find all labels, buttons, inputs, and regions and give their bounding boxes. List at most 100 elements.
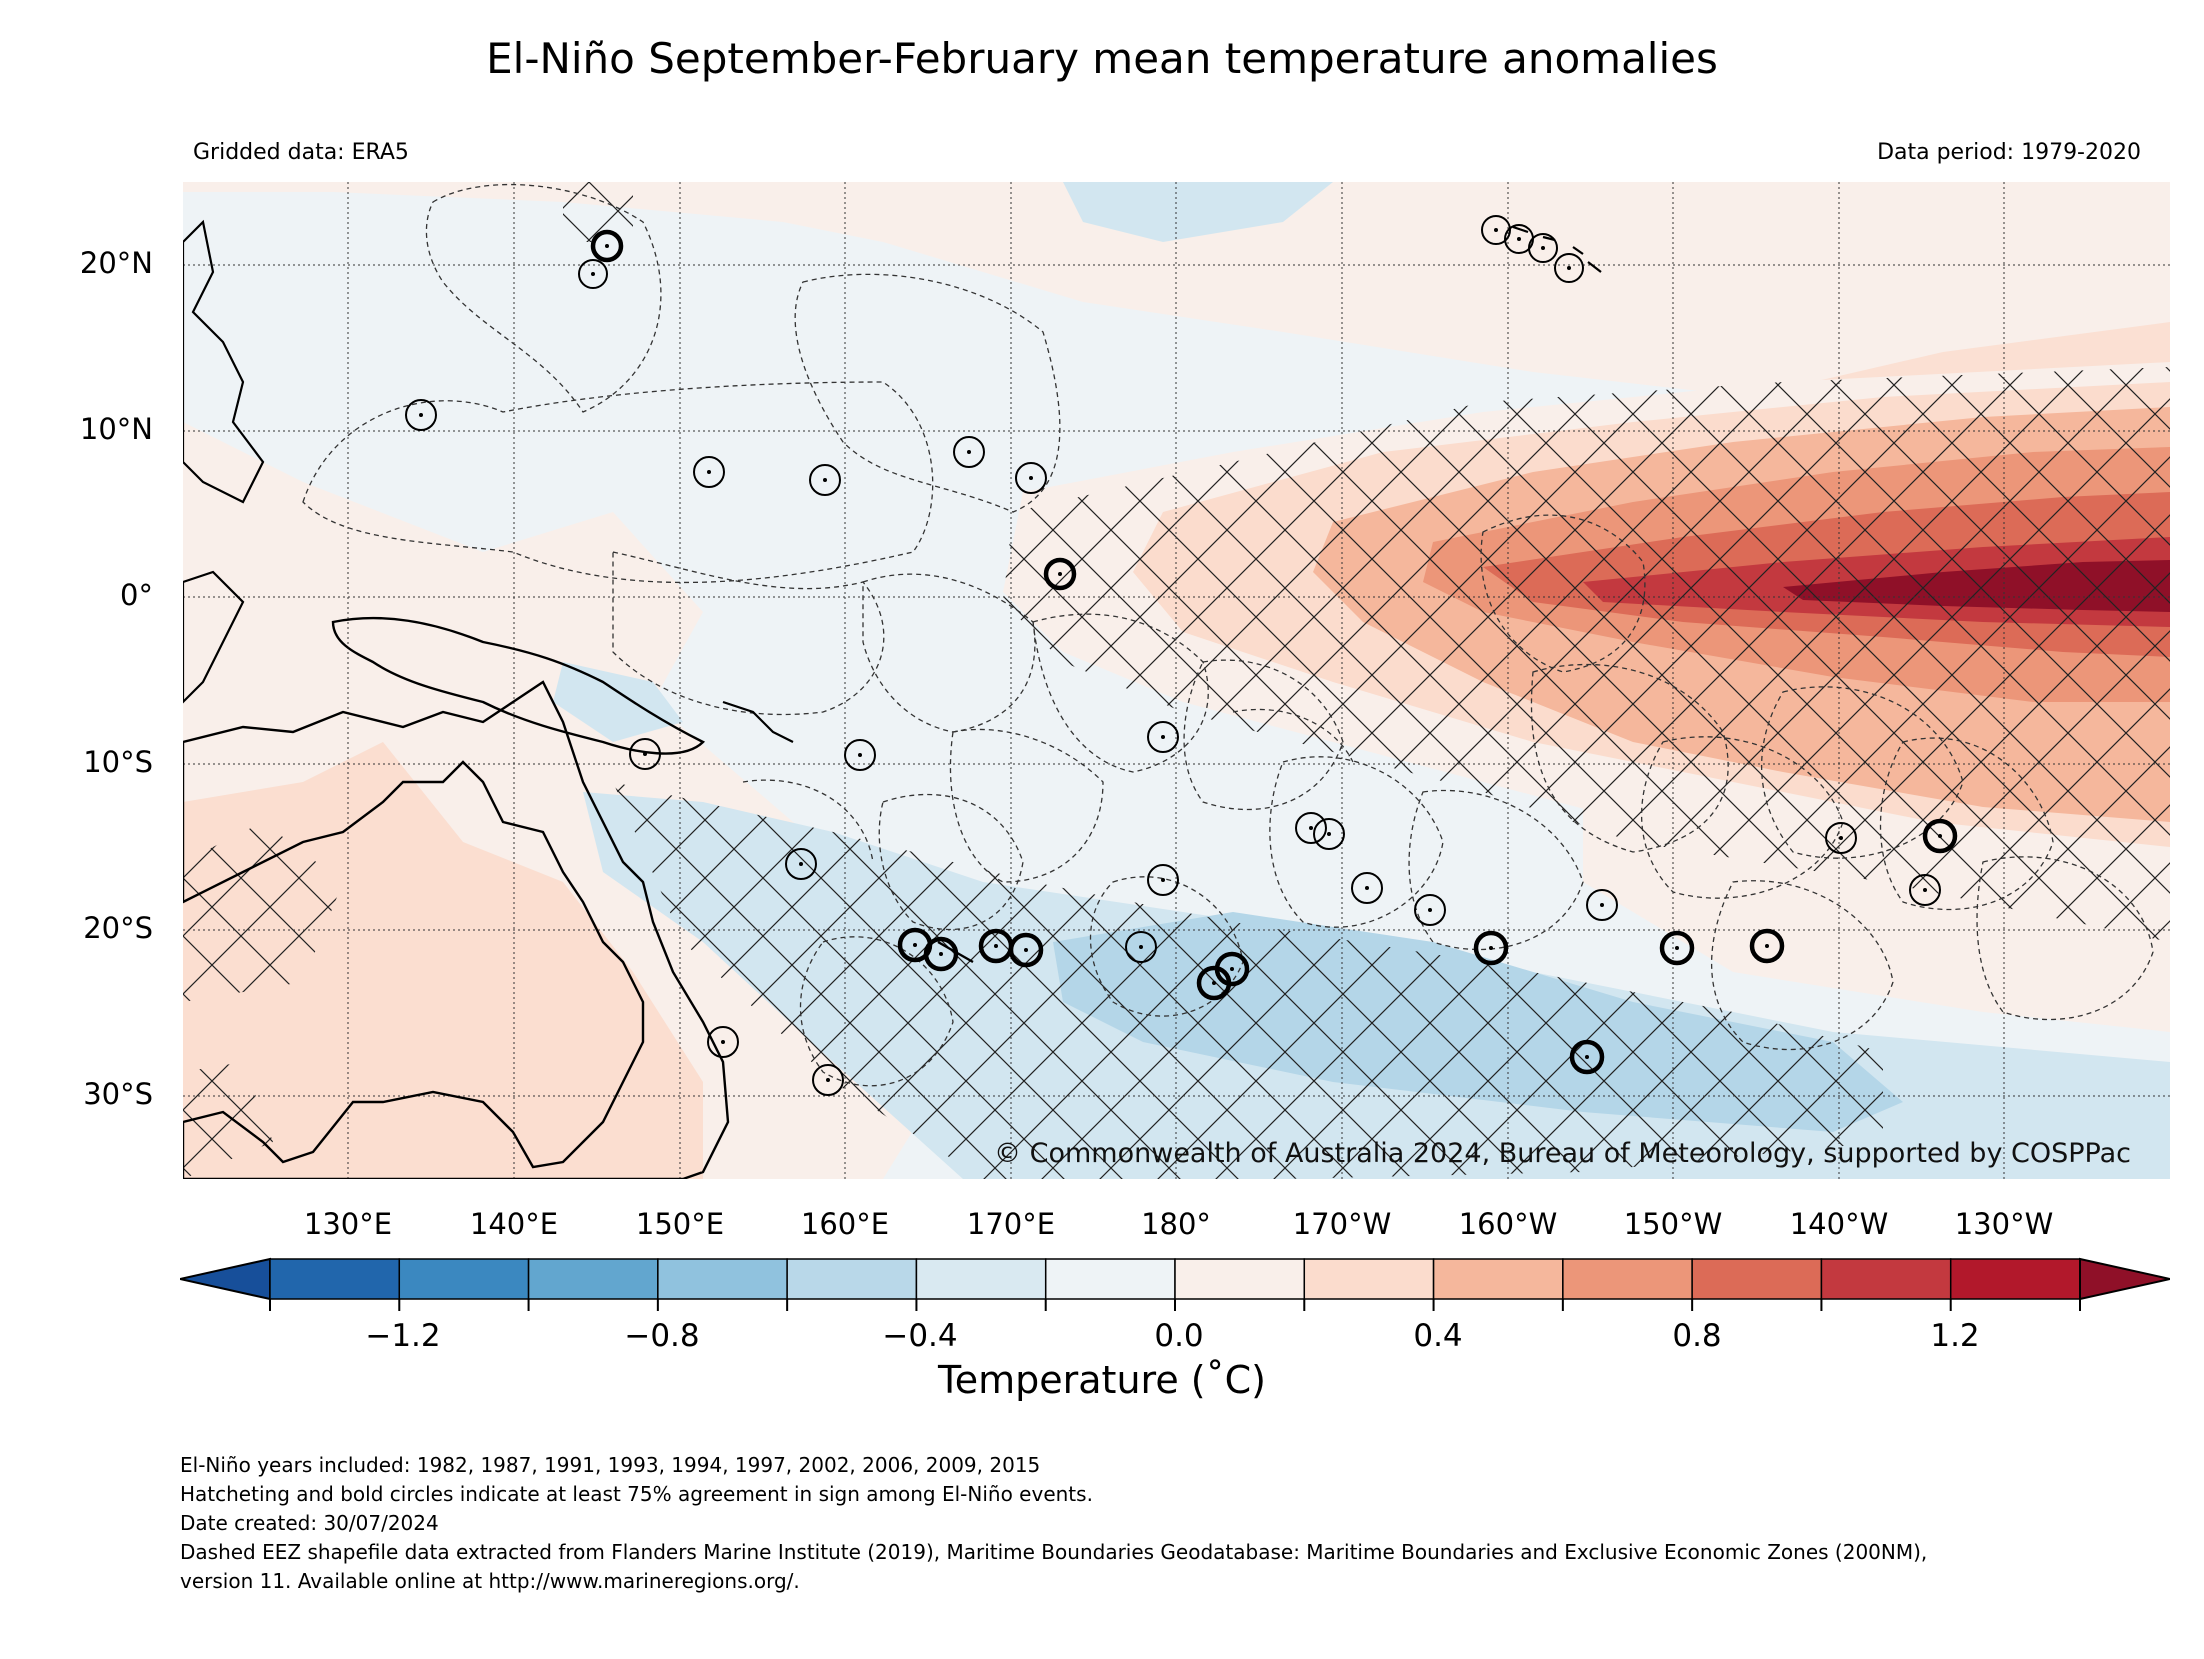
- island-circle: [1586, 889, 1618, 921]
- island-circle: [629, 738, 661, 770]
- note-years: El-Niño years included: 1982, 1987, 1991…: [180, 1453, 1041, 1477]
- island-circle: [578, 259, 608, 289]
- island-dot: [1600, 903, 1604, 907]
- island-circle: [693, 456, 725, 488]
- note-date: Date created: 30/07/2024: [180, 1511, 439, 1535]
- graticule: [183, 182, 2170, 1179]
- gridded-data-label: Gridded data: ERA5: [193, 140, 409, 165]
- lon-label-140w: 140°W: [1789, 1207, 1889, 1241]
- anomaly-north-cool-patch: [1063, 182, 1333, 242]
- island-dot: [1923, 888, 1927, 892]
- lon-label-160e: 160°E: [800, 1207, 890, 1241]
- island-dot: [1327, 832, 1331, 836]
- solomon-coastline: [722, 700, 794, 743]
- lon-label-170w: 170°W: [1292, 1207, 1392, 1241]
- colorbar-tick-1-2: 1.2: [1930, 1318, 1980, 1354]
- lat-label-0: 0°: [120, 578, 153, 612]
- island-circle: [405, 399, 437, 431]
- colorbar-segment: [915, 1258, 1047, 1300]
- hatching-sw: [183, 822, 343, 1002]
- colorbar: [180, 1257, 2170, 1311]
- island-circle: [809, 464, 841, 496]
- lat-label-20n: 20°N: [79, 246, 153, 280]
- colorbar-tick-neg0-4: −0.4: [882, 1318, 958, 1354]
- lat-label-10s: 10°S: [83, 745, 153, 779]
- bold-island-circle: [590, 229, 624, 263]
- note-eez-version: version 11. Available online at http://w…: [180, 1569, 800, 1593]
- bold-island-circle: [1922, 818, 1958, 854]
- island-circle: [1125, 931, 1157, 963]
- colorbar-tick-0-8: 0.8: [1672, 1318, 1722, 1354]
- hawaii-coastline: [1512, 225, 1602, 273]
- island-circle: [785, 848, 817, 880]
- note-eez-source: Dashed EEZ shapefile data extracted from…: [180, 1540, 1928, 1564]
- island-circle: [1147, 864, 1179, 896]
- bold-island-circle: [1749, 928, 1785, 964]
- lon-label-170e: 170°E: [966, 1207, 1056, 1241]
- hatching-sw2: [183, 1062, 273, 1179]
- lon-label-150e: 150°E: [635, 1207, 725, 1241]
- philippines-coastline: [183, 219, 265, 504]
- island-dot: [1567, 266, 1571, 270]
- colorbar-segment: [527, 1258, 659, 1300]
- hatching-equatorial: [1003, 367, 2170, 942]
- sulawesi-coastline: [183, 570, 245, 704]
- colorbar-segment: [1303, 1258, 1435, 1300]
- island-dot: [1428, 908, 1432, 912]
- hatching-south: [613, 782, 1883, 1179]
- lon-label-140e: 140°E: [469, 1207, 559, 1241]
- island-dot: [1309, 826, 1313, 830]
- island-dot: [913, 943, 917, 947]
- colorbar-segment: [398, 1258, 530, 1300]
- island-circle: [1909, 874, 1941, 906]
- anomaly-australia-warm: [183, 742, 703, 1179]
- island-circle: [1313, 818, 1345, 850]
- island-circle: [1147, 721, 1179, 753]
- island-dot: [1161, 735, 1165, 739]
- island-dot: [419, 413, 423, 417]
- island-dot: [1489, 946, 1493, 950]
- new-guinea-coastline: [331, 616, 706, 755]
- colorbar-tick-neg0-8: −0.8: [624, 1318, 700, 1354]
- lon-label-150w: 150°W: [1623, 1207, 1723, 1241]
- island-dot: [1765, 944, 1769, 948]
- lat-label-10n: 10°N: [79, 412, 153, 446]
- island-dot: [826, 1078, 830, 1082]
- colorbar-under-extend: [180, 1257, 271, 1301]
- bold-island-circle: [1569, 1039, 1605, 1075]
- island-circle: [1481, 215, 1511, 245]
- island-circle: [707, 1026, 739, 1058]
- data-period-label: Data period: 1979-2020: [1877, 140, 2141, 165]
- colorbar-segment: [1820, 1258, 1952, 1300]
- colorbar-segment: [1044, 1258, 1176, 1300]
- bold-island-circle: [897, 927, 933, 963]
- bold-island-circle: [978, 928, 1014, 964]
- colorbar-tick-0-0: 0.0: [1154, 1318, 1204, 1354]
- colorbar-segment: [1562, 1258, 1693, 1300]
- island-dot: [591, 272, 595, 276]
- island-dot: [643, 752, 647, 756]
- island-dot: [1675, 946, 1679, 950]
- island-dot: [1517, 237, 1521, 241]
- island-dot: [1212, 981, 1216, 985]
- colorbar-segment: [1949, 1258, 2081, 1300]
- island-dot: [707, 470, 711, 474]
- bold-island-circle: [1043, 557, 1077, 591]
- island-dot: [1058, 572, 1062, 576]
- island-dot: [823, 478, 827, 482]
- island-dot: [939, 952, 943, 956]
- island-circle: [1295, 812, 1327, 844]
- colorbar-segment: [786, 1258, 918, 1300]
- lat-label-20s: 20°S: [83, 911, 153, 945]
- anomaly-south-cool-3: [553, 662, 683, 742]
- bold-island-circle: [1659, 930, 1695, 966]
- lon-label-130w: 130°W: [1954, 1207, 2054, 1241]
- colorbar-label: Temperature (˚C): [938, 1358, 1266, 1402]
- island-dot: [1230, 967, 1234, 971]
- island-circle: [1554, 253, 1584, 283]
- bold-island-circle: [1473, 930, 1509, 966]
- island-dot: [1839, 836, 1843, 840]
- eez-boundaries: [302, 183, 2154, 1087]
- island-circle: [812, 1064, 844, 1096]
- island-dot: [994, 944, 998, 948]
